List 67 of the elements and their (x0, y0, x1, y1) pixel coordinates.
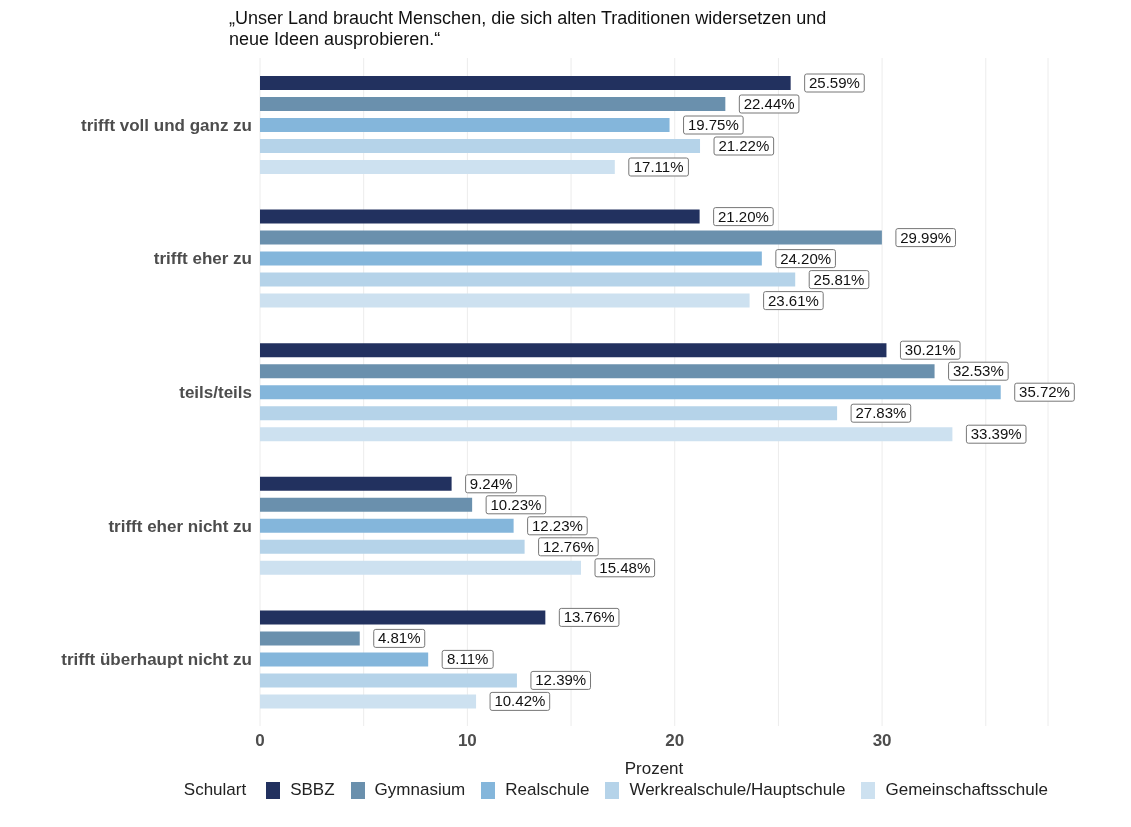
bar (260, 364, 935, 379)
data-label: 13.76% (563, 608, 615, 626)
bar (260, 539, 525, 554)
bar (260, 76, 791, 90)
legend-title: Schulart (183, 780, 247, 800)
y-tick-label: trifft eher zu (153, 249, 252, 269)
bar (260, 97, 726, 111)
chart-title: „Unser Land braucht Menschen, die sich alten Traditionen widersetzen und neue Ideen ausprobieren.“ (229, 8, 828, 50)
data-label: 25.59% (809, 74, 860, 91)
legend-label: SBBZ (289, 780, 335, 800)
data-label: 22.44% (743, 95, 795, 112)
data-label: 21.20% (717, 207, 769, 225)
bar (260, 293, 750, 308)
data-label: 21.22% (718, 137, 770, 154)
bar (260, 476, 452, 491)
legend-label: Werkrealschule/Hauptschule (628, 780, 846, 800)
x-tick-label: 0 (255, 731, 265, 751)
legend-label: Realschule (504, 780, 590, 800)
y-tick-label: trifft voll und ganz zu (81, 115, 252, 135)
x-tick-label: 10 (457, 731, 477, 751)
bar (260, 385, 1001, 400)
x-tick-label: 30 (872, 731, 892, 751)
data-label: 12.23% (531, 516, 583, 534)
bar (260, 272, 796, 287)
legend-label: Gymnasium (373, 780, 466, 800)
bar (260, 406, 838, 421)
bar (260, 652, 429, 667)
data-label: 25.81% (813, 270, 865, 288)
bar (260, 560, 582, 575)
data-label: 10.23% (490, 495, 542, 513)
y-tick-label: trifft überhaupt nicht zu (61, 650, 252, 670)
bar (260, 251, 762, 266)
data-label: 17.11% (633, 158, 684, 175)
bar (260, 610, 546, 625)
bar (260, 518, 514, 533)
data-label: 8.11% (446, 650, 489, 668)
bar (260, 209, 700, 224)
data-label: 19.75% (687, 116, 739, 133)
bar (260, 694, 477, 709)
data-label: 30.21% (904, 341, 956, 359)
bar (260, 230, 882, 245)
data-label: 12.76% (542, 537, 594, 555)
bar (260, 631, 360, 646)
data-label: 24.20% (780, 249, 832, 267)
legend-label: Gemeinschaftsschule (884, 780, 1048, 800)
data-label: 35.72% (1019, 383, 1070, 401)
data-label: 12.39% (535, 671, 587, 689)
bar (260, 497, 473, 512)
data-label: 4.81% (377, 629, 421, 647)
y-tick-label: trifft eher nicht zu (108, 516, 252, 536)
x-axis-title: Prozent (624, 759, 684, 778)
data-label: 9.24% (469, 474, 513, 492)
data-label: 33.39% (970, 425, 1022, 443)
bar (260, 139, 701, 153)
bar (260, 427, 953, 442)
data-label: 32.53% (952, 362, 1004, 380)
bar (260, 160, 615, 174)
data-label: 23.61% (767, 291, 819, 309)
bar (260, 673, 517, 688)
data-label: 27.83% (855, 404, 907, 422)
bar (260, 343, 887, 358)
data-label: 15.48% (599, 558, 651, 576)
bar (260, 118, 670, 132)
data-label: 29.99% (900, 228, 952, 246)
x-tick-label: 20 (665, 731, 685, 751)
y-tick-label: teils/teils (179, 383, 252, 403)
data-label: 10.42% (494, 692, 546, 710)
